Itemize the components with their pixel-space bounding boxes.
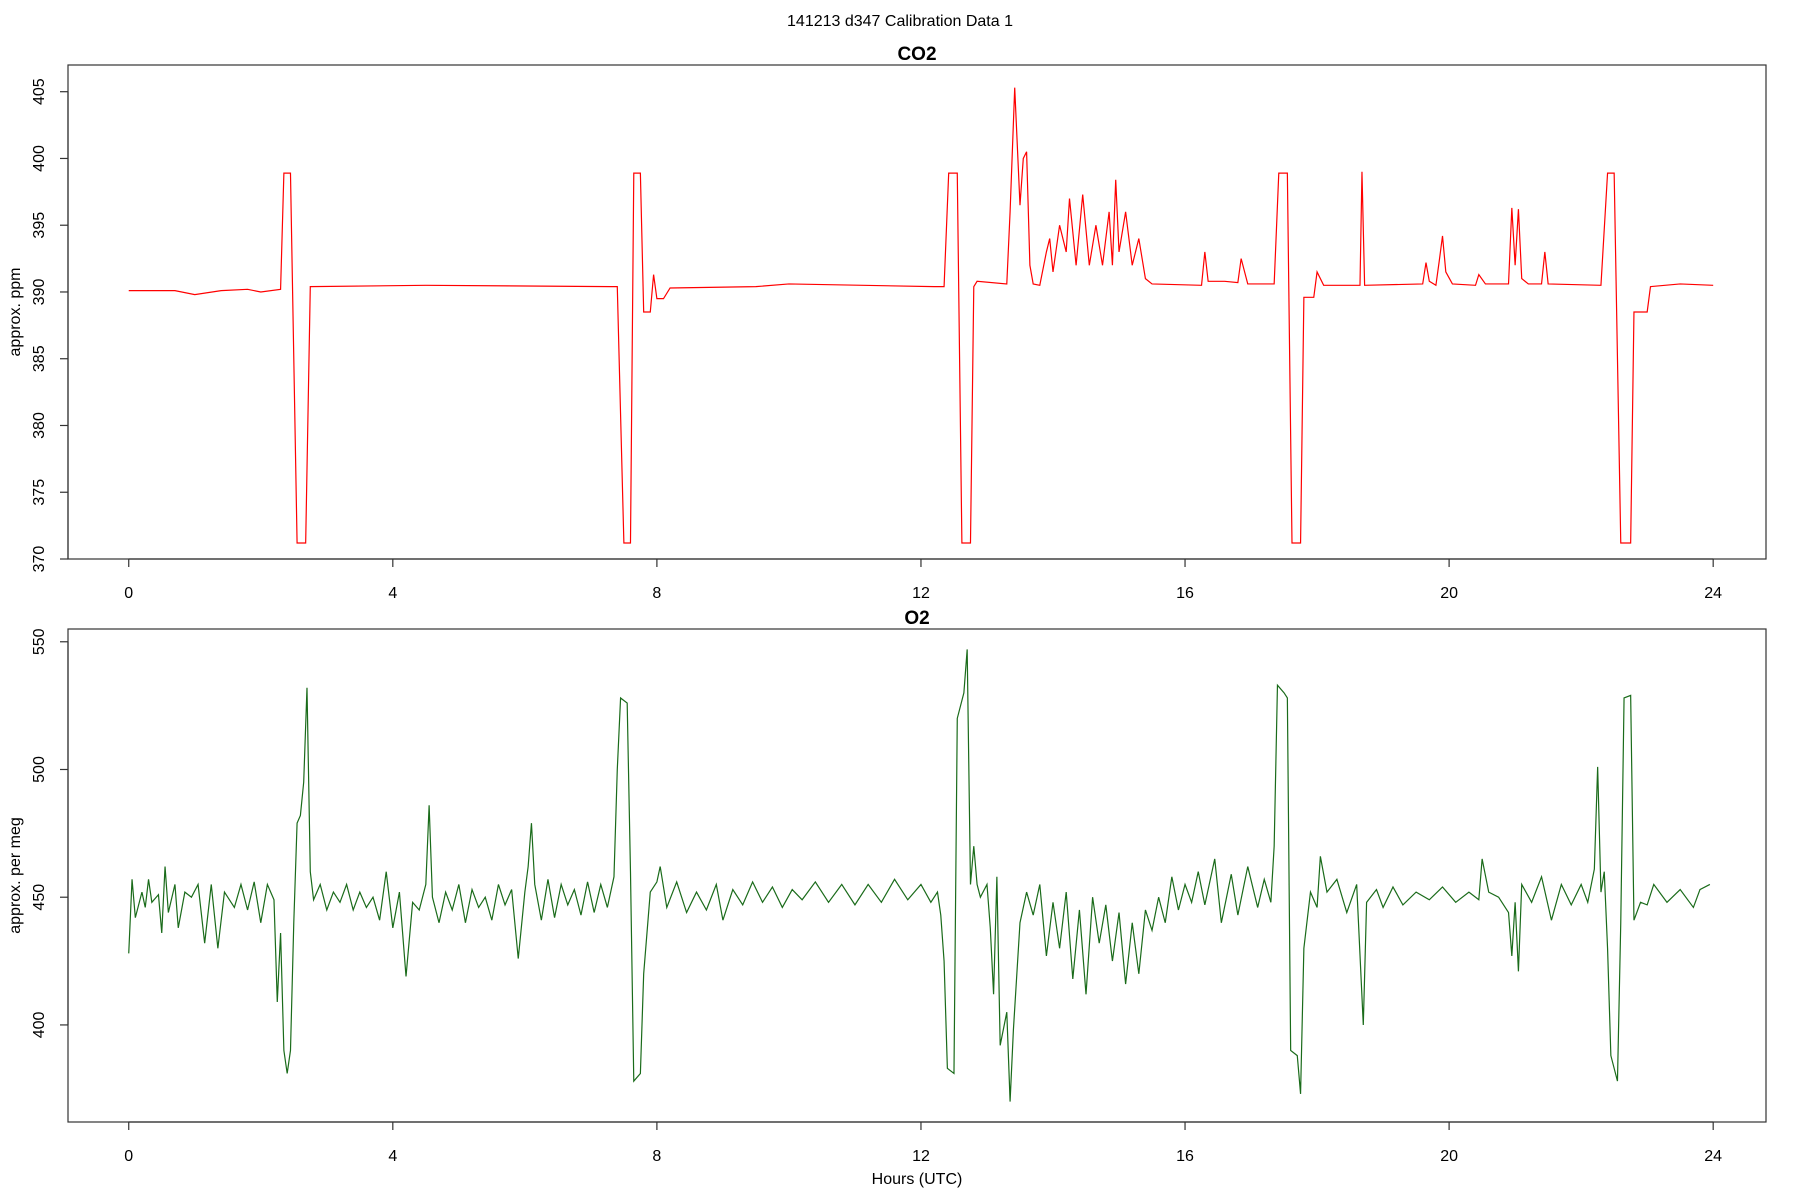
- x-axis-label: Hours (UTC): [872, 1171, 963, 1188]
- y-tick-label: 450: [31, 884, 48, 911]
- x-tick-label: 0: [124, 585, 133, 602]
- panel-title: CO2: [897, 44, 936, 65]
- page-title: 141213 d347 Calibration Data 1: [787, 13, 1013, 30]
- y-tick-label: 500: [31, 756, 48, 783]
- x-tick-label: 8: [652, 585, 661, 602]
- data-line: [128, 87, 1714, 544]
- data-line: [128, 649, 1711, 1102]
- y-tick-label: 385: [31, 345, 48, 372]
- x-tick-label: 20: [1440, 585, 1458, 602]
- x-tick-label: 16: [1176, 585, 1194, 602]
- x-tick-label: 0: [124, 1148, 133, 1165]
- y-tick-label: 375: [31, 479, 48, 506]
- x-tick-label: 12: [912, 585, 930, 602]
- y-tick-label: 550: [31, 628, 48, 655]
- x-tick-label: 20: [1440, 1148, 1458, 1165]
- y-tick-label: 395: [31, 212, 48, 239]
- x-tick-label: 24: [1704, 1148, 1722, 1165]
- x-tick-label: 24: [1704, 585, 1722, 602]
- y-axis-label: approx. ppm: [7, 268, 24, 357]
- x-tick-label: 16: [1176, 1148, 1194, 1165]
- y-tick-label: 400: [31, 145, 48, 172]
- x-tick-label: 4: [388, 585, 397, 602]
- y-tick-label: 370: [31, 546, 48, 573]
- panel-title: O2: [904, 608, 929, 629]
- x-tick-label: 12: [912, 1148, 930, 1165]
- y-tick-label: 390: [31, 279, 48, 306]
- x-tick-label: 8: [652, 1148, 661, 1165]
- y-tick-label: 400: [31, 1011, 48, 1038]
- y-tick-label: 380: [31, 412, 48, 439]
- y-tick-label: 405: [31, 78, 48, 105]
- x-tick-label: 4: [388, 1148, 397, 1165]
- y-axis-label: approx. per meg: [7, 817, 24, 934]
